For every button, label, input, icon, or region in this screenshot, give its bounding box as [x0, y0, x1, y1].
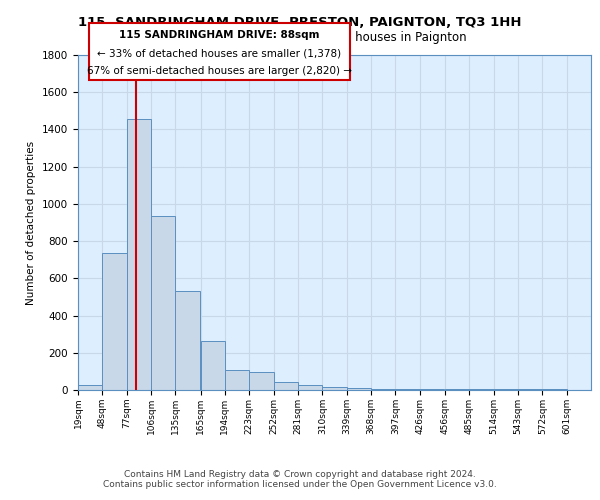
Bar: [200, 340, 225, 390]
Text: Contains HM Land Registry data © Crown copyright and database right 2024.
Contai: Contains HM Land Registry data © Crown c…: [103, 470, 497, 489]
Text: 115, SANDRINGHAM DRIVE, PRESTON, PAIGNTON, TQ3 1HH: 115, SANDRINGHAM DRIVE, PRESTON, PAIGNTO…: [78, 16, 522, 29]
Bar: [371, 389, 395, 390]
Bar: [322, 387, 347, 390]
Bar: [298, 386, 322, 390]
Bar: [225, 370, 249, 390]
Bar: [151, 216, 175, 390]
Bar: [518, 389, 542, 390]
Bar: [395, 389, 420, 390]
Y-axis label: Number of detached properties: Number of detached properties: [26, 140, 37, 304]
Bar: [274, 382, 298, 390]
Text: ← 33% of detached houses are smaller (1,378): ← 33% of detached houses are smaller (1,…: [97, 48, 341, 58]
Bar: [78, 386, 103, 390]
Bar: [103, 253, 127, 390]
Bar: [175, 292, 200, 390]
Text: 115 SANDRINGHAM DRIVE: 88sqm: 115 SANDRINGHAM DRIVE: 88sqm: [119, 30, 320, 40]
Bar: [249, 372, 274, 390]
Bar: [542, 389, 566, 390]
Bar: [420, 389, 444, 390]
Bar: [469, 389, 494, 390]
Text: 67% of semi-detached houses are larger (2,820) →: 67% of semi-detached houses are larger (…: [87, 66, 352, 76]
Bar: [347, 388, 371, 390]
Bar: [494, 389, 518, 390]
Bar: [445, 389, 469, 390]
Text: Size of property relative to detached houses in Paignton: Size of property relative to detached ho…: [134, 31, 466, 44]
Bar: [127, 119, 151, 390]
